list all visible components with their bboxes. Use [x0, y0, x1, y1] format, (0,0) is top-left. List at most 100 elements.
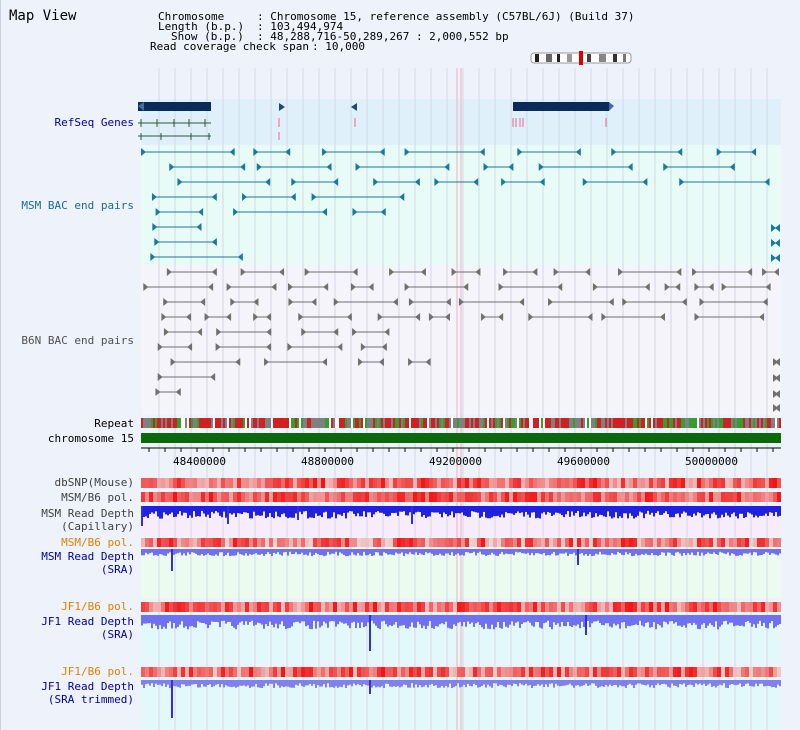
read-depth-bar	[631, 506, 633, 516]
read-depth-bar	[593, 680, 595, 684]
read-depth-bar	[551, 506, 553, 516]
heat-cell	[717, 667, 721, 677]
repeat-segment	[255, 418, 257, 428]
track-label-msm-bac[interactable]: MSM BAC end pairs	[21, 199, 134, 212]
heat-cell	[593, 538, 597, 547]
read-depth-bar	[293, 680, 295, 688]
heat-cell	[157, 492, 161, 502]
repeat-segment	[609, 418, 611, 428]
read-depth-bar	[541, 506, 543, 514]
heat-cell	[457, 538, 461, 547]
repeat-segment	[465, 418, 467, 428]
read-depth-bar	[665, 615, 667, 623]
read-depth-bar	[569, 615, 571, 627]
repeat-segment	[467, 418, 469, 428]
read-depth-bar	[157, 549, 159, 556]
read-depth-bar	[513, 615, 515, 626]
repeat-segment	[627, 418, 629, 428]
repeat-segment	[565, 418, 567, 428]
heat-cell	[241, 667, 245, 677]
track-label-b6n-bac[interactable]: B6N BAC end pairs	[21, 334, 134, 347]
repeat-segment	[209, 418, 211, 428]
repeat-segment	[351, 418, 353, 428]
repeat-segment	[537, 418, 539, 428]
heat-cell	[513, 602, 517, 612]
read-depth-bar	[567, 549, 569, 556]
heat-cell	[429, 667, 433, 677]
heat-cell	[157, 538, 161, 547]
repeat-segment	[337, 418, 339, 428]
read-depth-bar	[575, 549, 577, 556]
bac-end-marker	[253, 313, 259, 321]
read-depth-bar	[379, 615, 381, 630]
heat-cell	[589, 667, 593, 677]
read-depth-bar	[669, 615, 671, 622]
heat-cell	[157, 602, 161, 612]
repeat-segment	[579, 418, 581, 428]
ideogram-band	[599, 54, 606, 62]
read-depth-bar	[261, 549, 263, 554]
read-depth-bar	[319, 549, 321, 556]
heat-cell	[225, 602, 229, 612]
read-depth-bar	[245, 506, 247, 513]
read-depth-bar	[475, 680, 477, 686]
read-depth-bar	[545, 506, 547, 515]
read-depth-bar	[575, 680, 577, 686]
bac-end-marker	[151, 193, 157, 201]
track-label-refseq-genes[interactable]: RefSeq Genes	[54, 116, 134, 129]
repeat-segment	[603, 418, 605, 428]
read-depth-bar	[449, 680, 451, 684]
heat-cell	[261, 602, 265, 612]
heat-cell	[665, 602, 669, 612]
read-depth-bar	[763, 680, 765, 687]
read-depth-bar	[423, 549, 425, 556]
read-depth-bar	[449, 615, 451, 629]
heat-cell	[289, 538, 293, 547]
repeat-segment	[715, 418, 717, 428]
heat-cell	[709, 492, 713, 502]
read-depth-bar	[441, 506, 443, 518]
read-depth-bar	[501, 615, 503, 629]
read-depth-bar	[329, 615, 331, 622]
read-depth-bar	[201, 549, 203, 555]
read-depth-bar	[317, 680, 319, 686]
repeat-segment	[169, 418, 171, 428]
read-depth-bar	[711, 680, 713, 687]
heat-cell	[641, 602, 645, 612]
bac-end-marker	[428, 313, 434, 321]
heat-cell	[185, 667, 189, 677]
read-depth-bar	[533, 506, 535, 513]
heat-cell	[737, 667, 741, 677]
read-depth-bar	[727, 549, 729, 553]
read-depth-bar	[635, 615, 637, 625]
read-depth-bar	[773, 549, 775, 554]
heat-cell	[389, 667, 393, 677]
repeat-segment	[749, 418, 751, 428]
heat-cell	[193, 602, 197, 612]
read-depth-bar	[691, 680, 693, 686]
read-depth-bar	[207, 506, 209, 515]
heat-cell	[769, 492, 773, 502]
repeat-segment	[489, 418, 491, 428]
read-depth-bar	[423, 615, 425, 626]
read-depth-bar	[311, 506, 313, 518]
read-depth-bar	[633, 615, 635, 626]
read-depth-bar	[441, 615, 443, 624]
read-depth-bar	[305, 680, 307, 686]
heat-cell	[589, 602, 593, 612]
repeat-segment	[597, 418, 599, 428]
read-depth-bar	[427, 549, 429, 554]
heat-cell	[465, 492, 469, 502]
read-depth-bar	[519, 615, 521, 628]
heat-cell	[377, 492, 381, 502]
bac-end-marker	[197, 328, 203, 336]
bac-end-marker	[170, 358, 176, 366]
read-depth-bar	[683, 506, 685, 512]
read-depth-bar	[205, 615, 207, 625]
bac-end-marker	[352, 268, 358, 276]
read-depth-bar	[653, 680, 655, 688]
bac-end-marker	[699, 298, 705, 306]
read-depth-bar	[321, 615, 323, 626]
read-depth-bar	[511, 506, 513, 514]
